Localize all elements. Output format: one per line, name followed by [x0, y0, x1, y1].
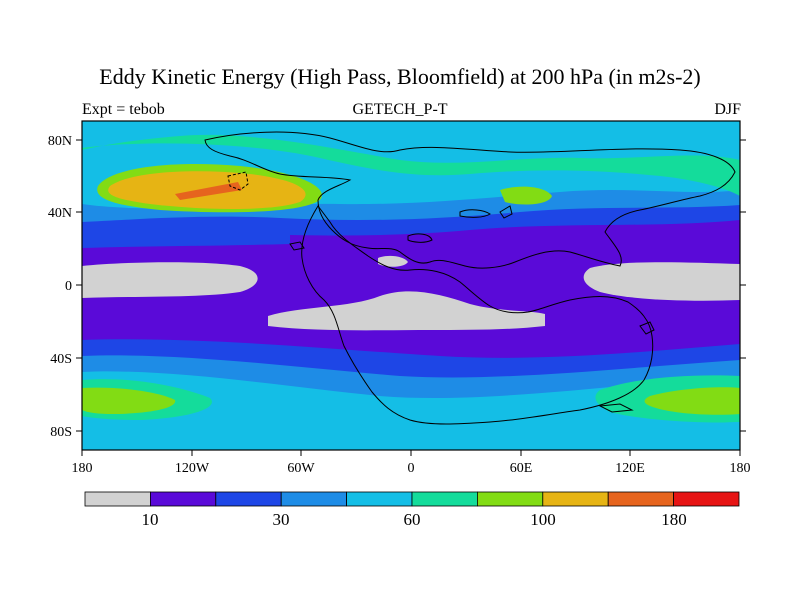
field-band-lime-southeast [644, 387, 740, 415]
colorbar-swatch-1 [149, 491, 217, 507]
colorbar-label-30: 30 [273, 510, 290, 529]
island-outline-2 [459, 209, 491, 218]
field-band-lime-asia [500, 186, 552, 205]
field-band-grey-atlantic [378, 255, 408, 267]
lon-ticks [81, 450, 741, 456]
lon-label-60w: 60W [287, 461, 315, 476]
lon-label-60e: 60E [510, 461, 533, 476]
colorbar-swatch-8 [607, 491, 675, 507]
island-outline-1 [227, 171, 249, 191]
colorbar-swatch-2 [215, 491, 282, 507]
laurasia-outline [204, 131, 736, 269]
colorbar-swatch-7 [542, 491, 609, 507]
field-band-orange-north [175, 182, 242, 200]
island-outline-7 [598, 403, 634, 413]
colorbar [84, 491, 740, 507]
source-label: GETECH_P-T [352, 101, 448, 118]
colorbar-swatch-6 [476, 491, 544, 507]
lat-label-80n: 80N [48, 134, 72, 149]
lon-label-0: 0 [408, 461, 415, 476]
colorbar-label-60: 60 [404, 510, 421, 529]
lon-label-120e: 120E [615, 461, 645, 476]
season-label: DJF [714, 101, 741, 118]
colorbar-swatch-3 [280, 491, 348, 507]
lat-label-40n: 40N [48, 206, 72, 221]
map-title: Eddy Kinetic Energy (High Pass, Bloomfie… [99, 64, 701, 89]
colorbar-swatch-4 [346, 491, 413, 507]
coastlines [204, 131, 736, 425]
lon-label-120w: 120W [175, 461, 210, 476]
field-band-green-north [82, 134, 740, 196]
field-band-grey-africa [268, 291, 545, 331]
lat-label-eq: 0 [65, 279, 72, 294]
field-band-cyan-polar [82, 420, 740, 450]
lon-label-180w: 180 [72, 461, 93, 476]
colorbar-label-10: 10 [142, 510, 159, 529]
island-outline-6 [639, 321, 655, 335]
island-outline-3 [407, 233, 433, 243]
experiment-label: Expt = tebob [82, 101, 165, 118]
island-outline-5 [499, 205, 513, 219]
field-band-blue-subtrop [82, 227, 290, 248]
colorbar-label-100: 100 [530, 510, 556, 529]
lat-label-80s: 80S [50, 425, 72, 440]
colorbar-swatch-9 [673, 491, 740, 507]
colorbar-label-180: 180 [661, 510, 687, 529]
gondwana-outline [301, 205, 654, 425]
lat-label-40s: 40S [50, 352, 72, 367]
colorbar-swatch-0 [84, 491, 151, 507]
ekE-field [82, 121, 740, 450]
island-outline-4 [289, 241, 305, 251]
field-band-grey-pacific [82, 262, 258, 298]
field-band-lime-southwest [82, 387, 176, 414]
colorbar-swatch-5 [411, 491, 478, 507]
field-band-grey-indo [583, 262, 740, 301]
lon-label-180e: 180 [730, 461, 751, 476]
lat-ticks [76, 139, 746, 432]
